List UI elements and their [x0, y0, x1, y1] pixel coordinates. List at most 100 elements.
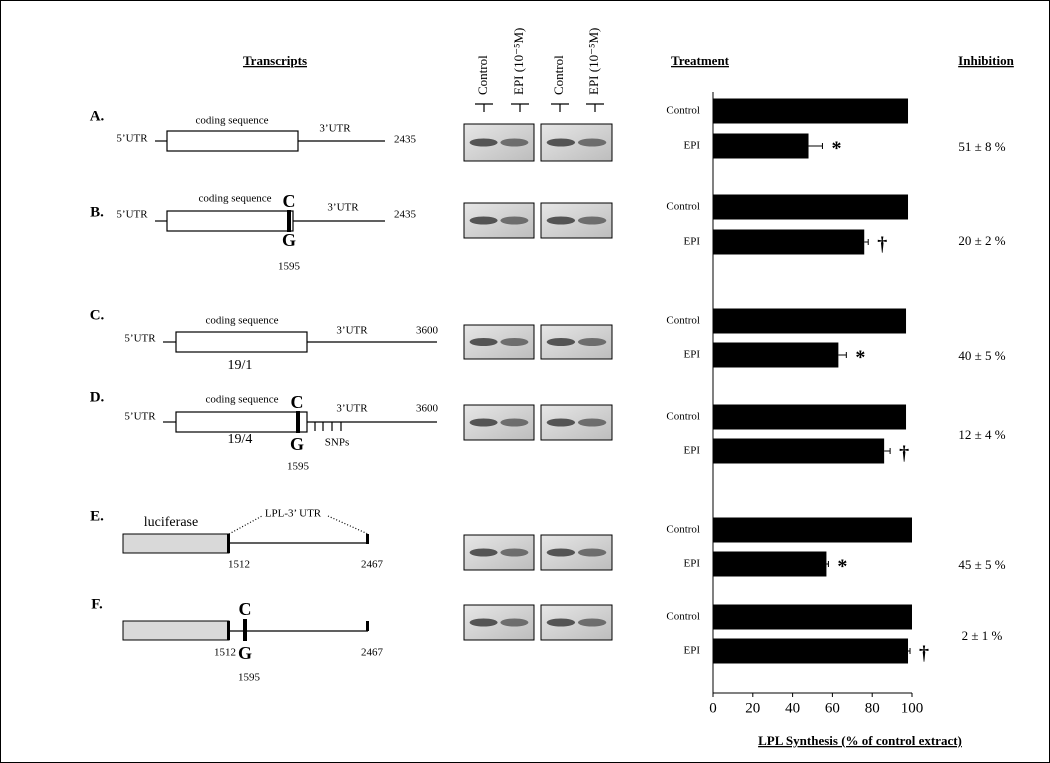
diagram-label: 1595: [238, 672, 261, 684]
header: Transcripts: [243, 53, 307, 68]
significance-marker: †: [919, 643, 929, 665]
blot-band: [500, 618, 529, 627]
diagram-label: 2467: [361, 647, 384, 659]
diagram-label: 1512: [228, 559, 250, 571]
error-bar: [826, 561, 829, 567]
diagram-label: 1512: [214, 647, 236, 659]
diagram-label: 19/4: [228, 432, 253, 447]
x-tick-label: 60: [825, 700, 840, 716]
blot-band: [577, 618, 607, 627]
header: Inhibition: [958, 53, 1014, 68]
blot-band: [469, 418, 498, 427]
diagram-label: coding sequence: [206, 315, 279, 327]
x-tick-label: 0: [709, 700, 717, 716]
blot-band: [546, 418, 576, 427]
category-label: Control: [666, 611, 700, 623]
blot-brackets: [475, 103, 604, 112]
blot-band: [546, 216, 576, 225]
blot-band: [500, 548, 529, 557]
blot-column-label: EPI (10⁻⁵M): [511, 28, 526, 95]
x-tick-label: 80: [865, 700, 880, 716]
category-label: Control: [666, 524, 700, 536]
x-tick-label: 100: [901, 700, 924, 716]
diagram-label: 2435: [394, 134, 417, 146]
category-label: EPI: [684, 140, 701, 152]
diagram-label: 3’UTR: [336, 403, 368, 415]
bar: [713, 194, 909, 220]
inhibition-value: 45 ± 5 %: [958, 557, 1005, 572]
bar: [713, 342, 839, 368]
diagram-label: 1595: [287, 461, 310, 473]
diagram-label: coding sequence: [196, 115, 269, 127]
diagram-label: D.: [90, 389, 105, 405]
error-bar: [884, 448, 891, 454]
diagram-label: 19/1: [228, 358, 253, 373]
category-label: EPI: [684, 236, 701, 248]
blot-band: [577, 138, 607, 147]
bar: [713, 229, 865, 255]
blot-band: [577, 548, 607, 557]
header: Treatment: [671, 53, 730, 68]
category-label: Control: [666, 201, 700, 213]
blot-band: [546, 138, 576, 147]
category-label: Control: [666, 105, 700, 117]
diagram-label: G: [290, 434, 304, 454]
blot-band: [469, 618, 498, 627]
diagram-label: 5’UTR: [124, 411, 156, 423]
category-label: Control: [666, 411, 700, 423]
diagram-label: 3’UTR: [319, 123, 351, 135]
error-bar: [908, 648, 911, 654]
blot-band: [500, 338, 529, 346]
bar: [713, 133, 809, 159]
blot-band: [469, 548, 498, 557]
blot-band: [577, 338, 607, 346]
category-label: EPI: [684, 445, 701, 457]
blot-band: [469, 216, 498, 225]
diagram-label: A.: [90, 108, 105, 124]
x-tick-label: 20: [745, 700, 760, 716]
inhibition-value: 2 ± 1 %: [962, 628, 1003, 643]
x-axis-title: LPL Synthesis (% of control extract): [758, 733, 962, 748]
bar: [713, 517, 912, 543]
diagram-label: G: [282, 230, 296, 250]
category-label: Control: [666, 315, 700, 327]
blot-band: [577, 418, 607, 427]
x-tick-label: 40: [785, 700, 800, 716]
significance-marker: *: [837, 556, 847, 578]
diagram-label: 1595: [278, 261, 301, 273]
category-label: EPI: [684, 645, 701, 657]
blot-band: [546, 548, 576, 557]
blot-band: [500, 138, 529, 147]
blot-column-label: EPI (10⁻⁵M): [586, 28, 601, 95]
bar: [713, 308, 907, 334]
error-bar: [838, 352, 847, 358]
diagram-label: C: [291, 392, 304, 412]
inhibition-value: 20 ± 2 %: [958, 233, 1005, 248]
inhibition-value: 40 ± 5 %: [958, 348, 1005, 363]
error-bar: [808, 143, 823, 149]
diagram-label: luciferase: [144, 515, 198, 530]
diagram-label: 3600: [416, 325, 439, 337]
bar: [713, 604, 912, 630]
inhibition-value: 12 ± 4 %: [958, 427, 1005, 442]
category-label: EPI: [684, 349, 701, 361]
diagram-label: B.: [90, 204, 104, 220]
blot-band: [546, 618, 576, 627]
blot-band: [469, 338, 498, 346]
diagram-label: SNPs: [325, 437, 349, 449]
inhibition-value: 51 ± 8 %: [958, 139, 1005, 154]
diagram-label: C.: [90, 307, 105, 323]
diagram-label: C: [283, 191, 296, 211]
blots: [463, 123, 613, 641]
diagram-label: 3’UTR: [336, 325, 368, 337]
diagram-label: 5’UTR: [124, 333, 156, 345]
diagram-label: coding sequence: [199, 193, 272, 205]
bar: [713, 551, 827, 577]
significance-marker: †: [877, 234, 887, 256]
bar: [713, 438, 885, 464]
blot-band: [500, 216, 529, 225]
diagram-label: 3600: [416, 403, 439, 415]
bar: [713, 98, 909, 124]
diagram-label: G: [238, 643, 252, 663]
